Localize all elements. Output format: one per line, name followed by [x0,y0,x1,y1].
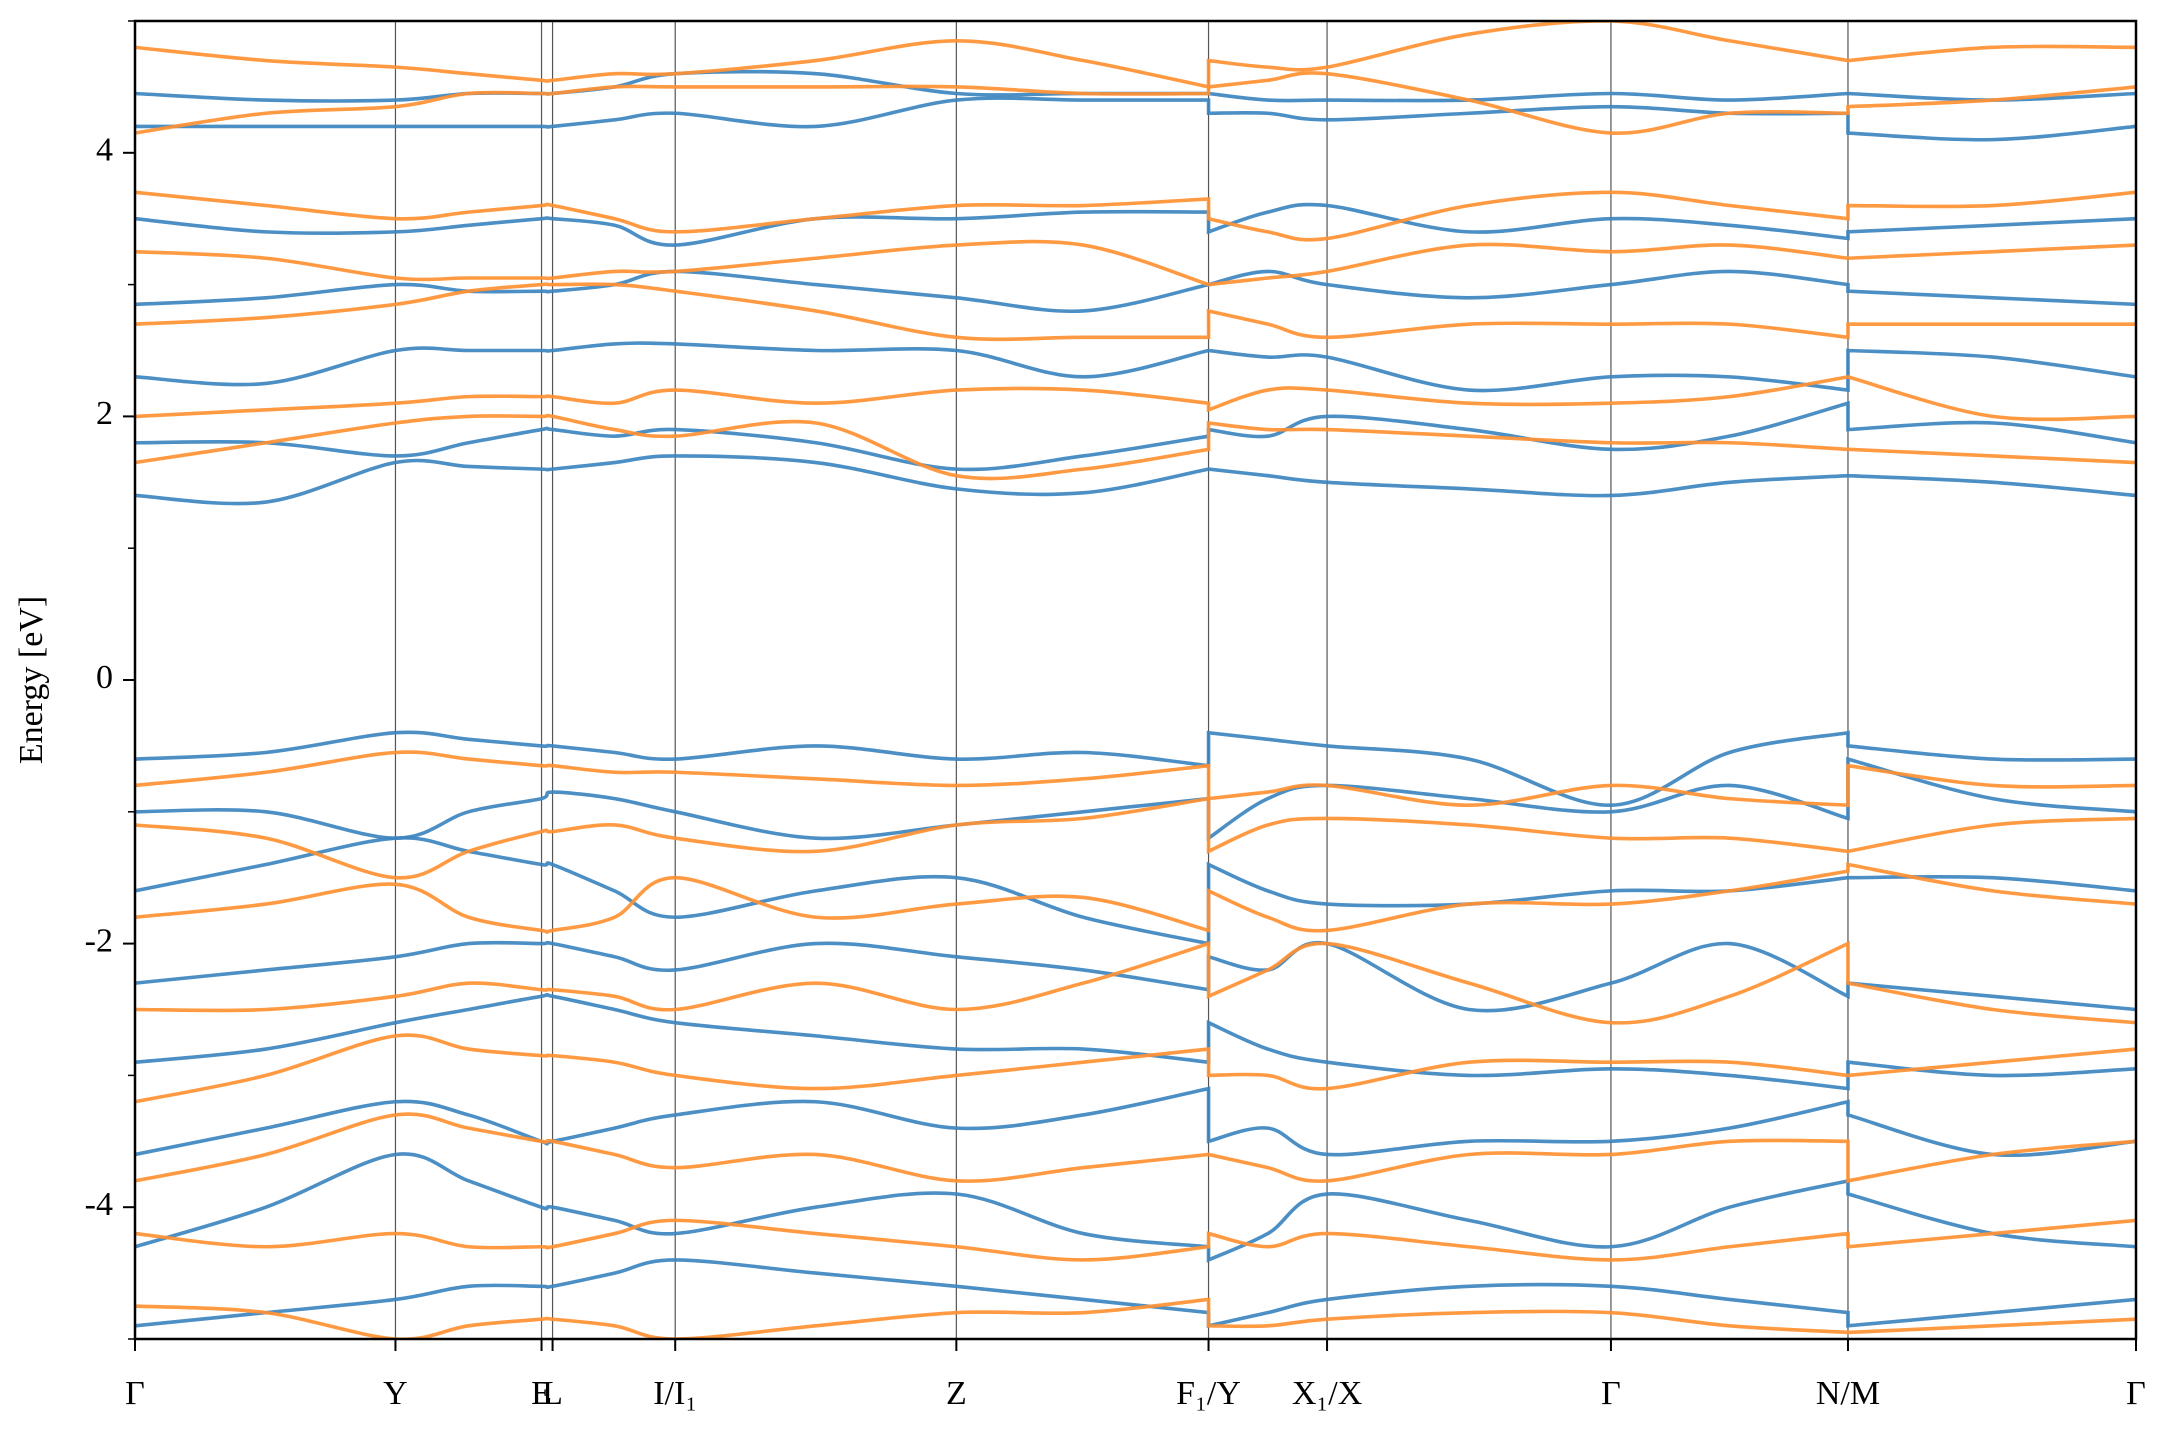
band-line [135,940,2136,1013]
band-line [135,21,2136,90]
x-tick-label: Γ [1601,1375,1621,1412]
x-tick-label: N/M [1816,1375,1880,1412]
band-line [135,730,2136,808]
band-line [135,862,2136,934]
band-line [135,1218,2136,1262]
band-line [135,413,2136,481]
band-line [135,940,2136,1025]
band-line [135,836,2136,946]
y-tick-label: -2 [85,922,113,959]
y-tick-label: 0 [96,659,113,696]
axes-layer: Γ Y EL I/I₁ Z F₁/Y X₁/X Γ N/M Γ -4 -2 0 2 4 [85,20,2146,1412]
band-line [135,1112,2136,1183]
x-tick-label: X₁/X [1292,1375,1362,1412]
band-line [135,796,2136,880]
band-line [135,239,2136,287]
band-line [135,1033,2136,1104]
bands [135,21,2136,1339]
band-line [135,1086,2136,1158]
x-tick-label: Γ [125,1375,145,1412]
y-tick-label: 2 [96,395,113,432]
band-line [135,375,2136,422]
band-line [135,190,2136,242]
band-line [135,454,2136,506]
band-line [135,202,2136,247]
band-line [135,750,2136,808]
x-tick-label: Γ [2126,1375,2146,1412]
band-line [135,1152,2136,1263]
band-line [135,69,2136,103]
x-tick-label: L [542,1375,563,1412]
band-line [135,96,2136,142]
band-line [135,282,2136,342]
band-line [135,1297,2136,1339]
band-line [135,1258,2136,1329]
band-line [135,71,2136,135]
band-line [135,400,2136,472]
band-line [135,341,2136,393]
x-tick-label: F₁/Y [1176,1375,1241,1412]
band-line [135,992,2136,1091]
band-line [135,756,2136,842]
y-tick-label: 4 [96,132,113,169]
x-tick-label: Z [946,1375,967,1412]
y-tick-label: -4 [85,1186,113,1223]
y-axis-label: Energy [eV] [13,596,50,764]
x-tick-label: Y [383,1375,408,1412]
x-tick-label: E [531,1375,552,1412]
x-tick-label: I/I₁ [653,1375,697,1412]
